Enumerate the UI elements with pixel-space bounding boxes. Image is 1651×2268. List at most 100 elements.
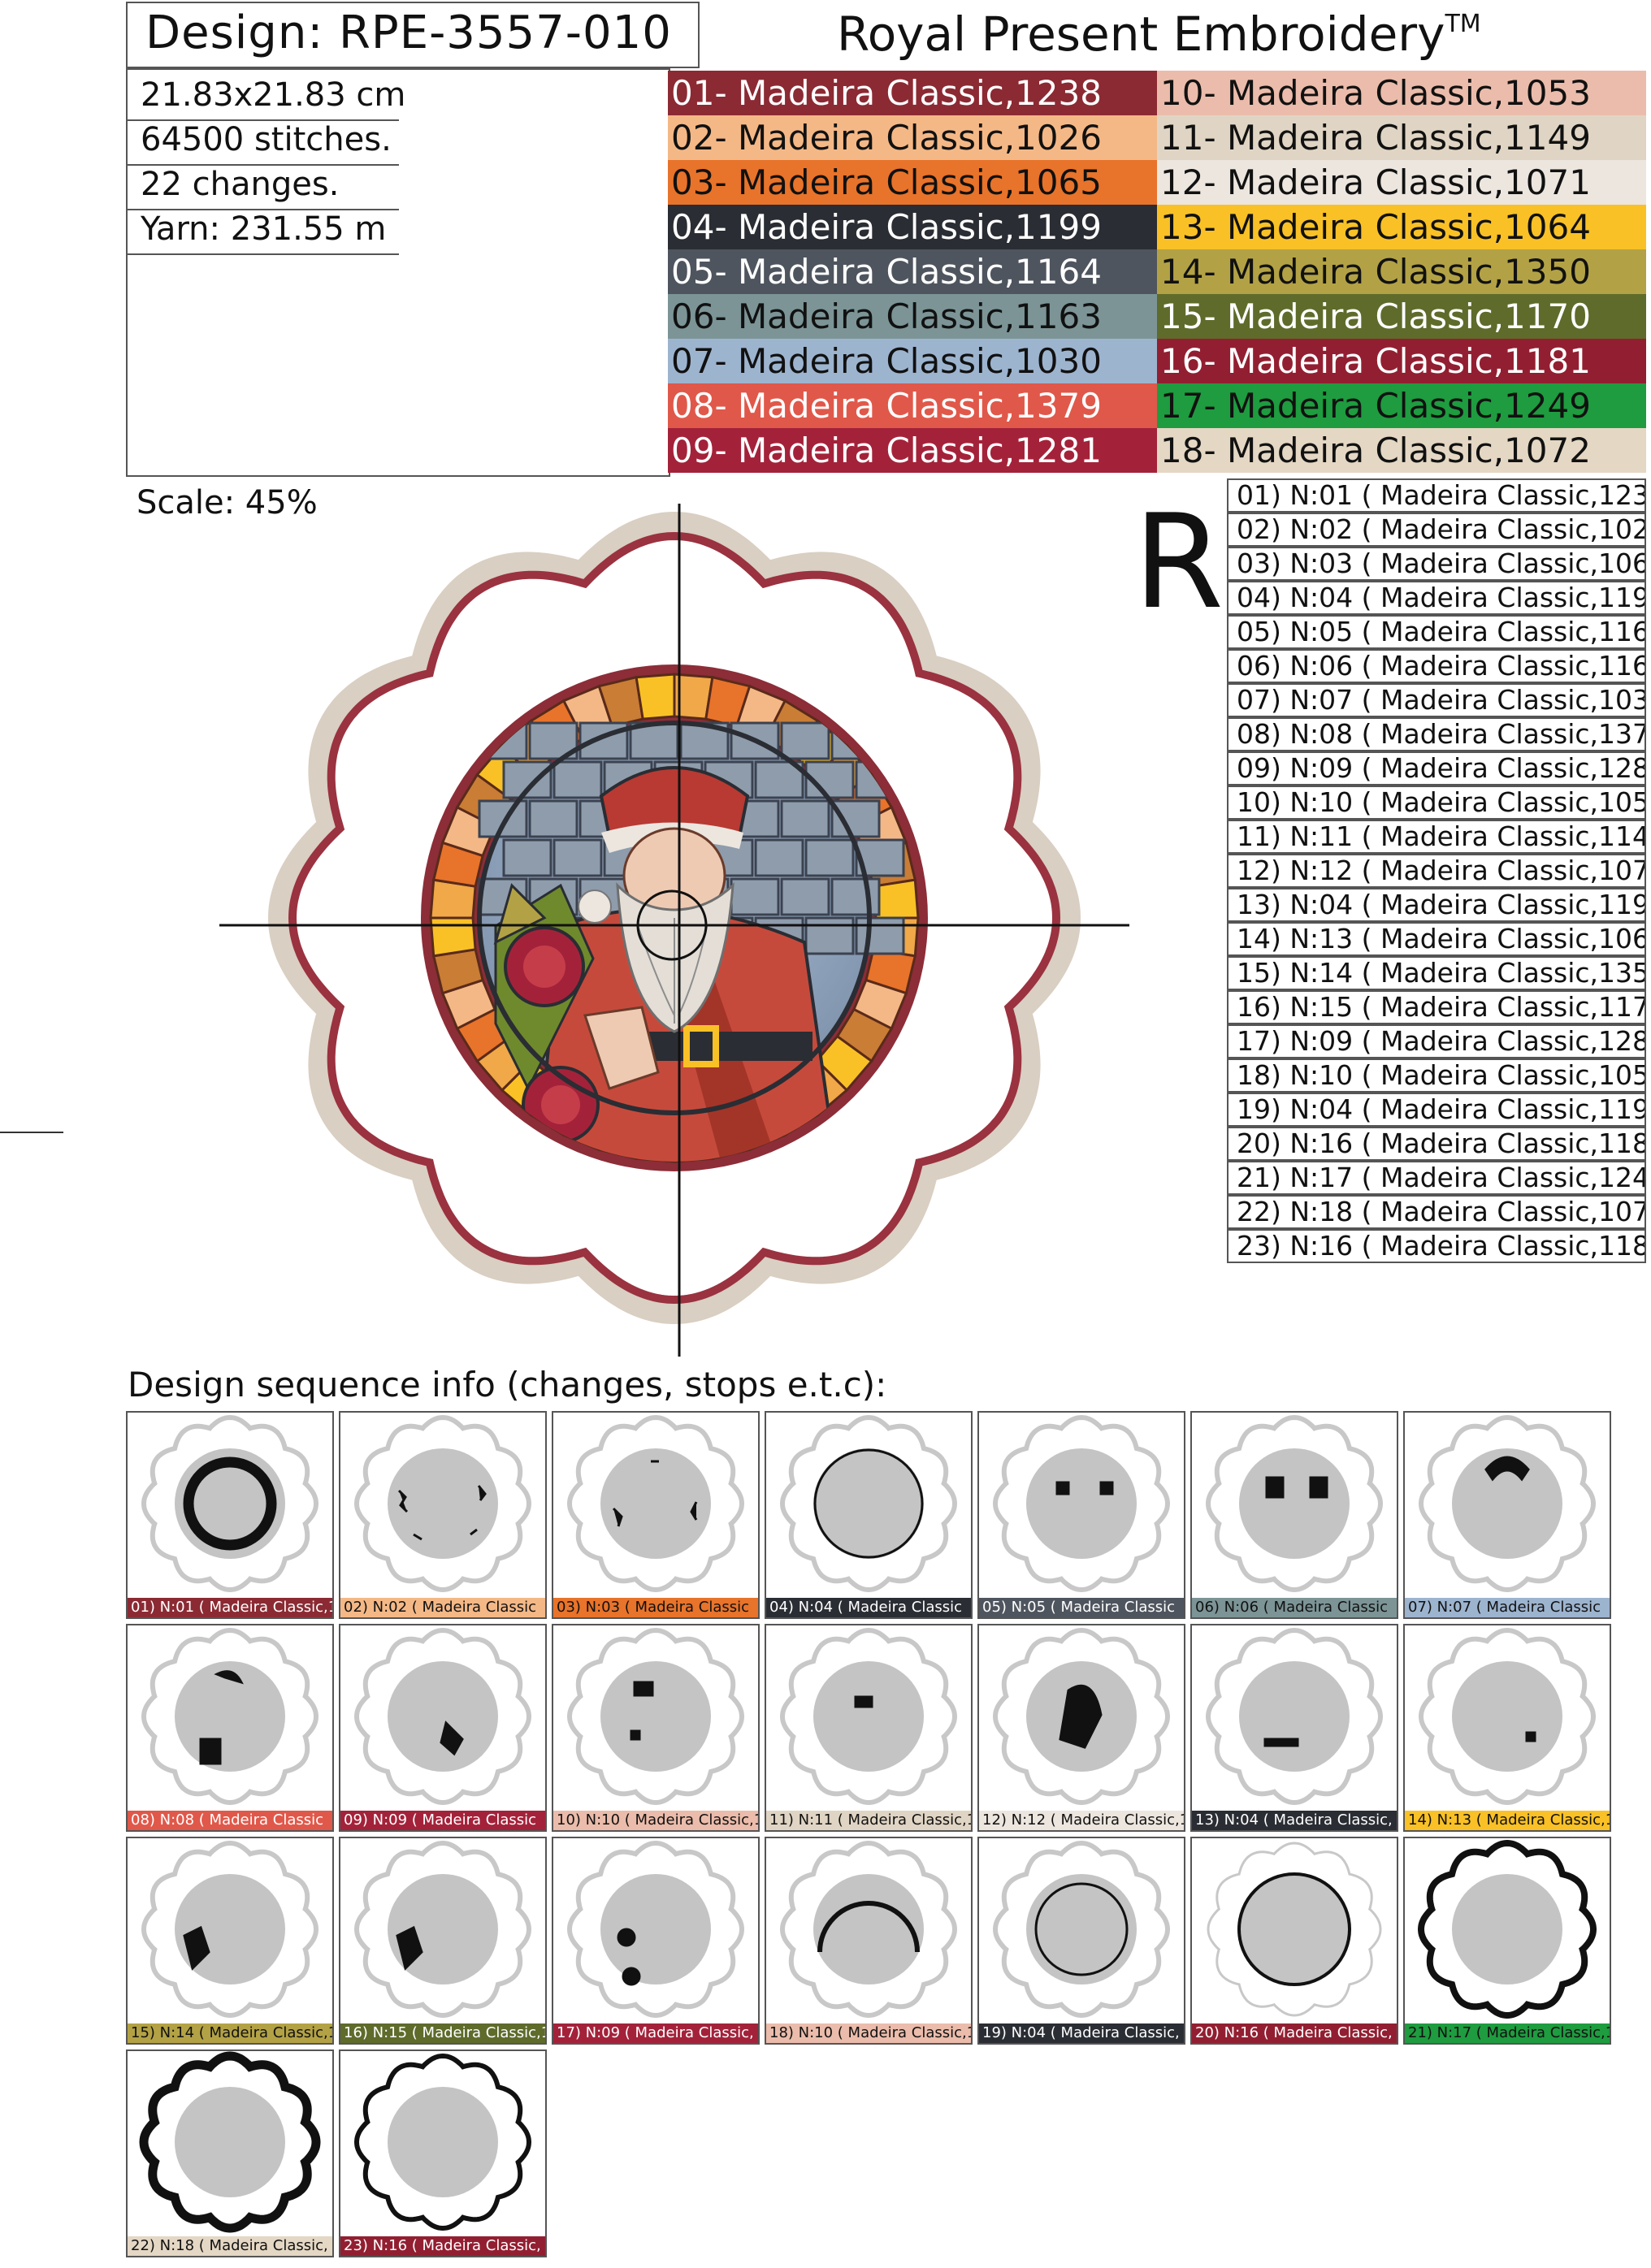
embroidery-step-thumbnail-icon <box>353 2053 532 2231</box>
sequence-row: 01) N:01 ( Madeira Classic,1238) <box>1227 478 1646 513</box>
change-count: 22 changes. <box>141 166 340 203</box>
embroidery-step-thumbnail-icon <box>1205 1627 1384 1806</box>
embroidery-step-thumbnail-icon <box>779 1414 958 1593</box>
stone-block <box>780 799 830 838</box>
color-swatch: 15- Madeira Classic,1170 <box>1157 294 1646 339</box>
thumbnail-label: 14) N:13 ( Madeira Classic,1 <box>1405 1811 1610 1830</box>
thumbnail-label: 20) N:16 ( Madeira Classic, <box>1192 2023 1397 2043</box>
mosaic-tile <box>429 916 477 958</box>
step-thumbnail: 01) N:01 ( Madeira Classic,1 <box>126 1411 334 1619</box>
thumbnail-label: 22) N:18 ( Madeira Classic, <box>128 2236 332 2256</box>
sequence-row: 22) N:18 ( Madeira Classic,1072) <box>1227 1195 1646 1229</box>
sequence-row: 07) N:07 ( Madeira Classic,1030) <box>1227 683 1646 717</box>
stone-block <box>855 916 905 955</box>
stone-block <box>830 877 881 916</box>
embroidery-step-thumbnail-icon <box>141 1414 319 1593</box>
embroidery-step-thumbnail-icon <box>1417 1839 1597 2019</box>
color-swatch: 16- Madeira Classic,1181 <box>1157 339 1646 383</box>
color-swatch: 09- Madeira Classic,1281 <box>668 428 1157 473</box>
step-thumbnail: 07) N:07 ( Madeira Classic <box>1403 1411 1611 1619</box>
color-swatch: 04- Madeira Classic,1199 <box>668 205 1157 249</box>
thumbnail-label: 13) N:04 ( Madeira Classic, <box>1192 1811 1397 1830</box>
santa-stained-glass-embroidery-image <box>219 504 1129 1357</box>
embroidery-step-thumbnail-icon <box>353 1840 532 2019</box>
color-legend: 01- Madeira Classic,1238 02- Madeira Clas… <box>668 71 1646 474</box>
color-swatch: 17- Madeira Classic,1249 <box>1157 383 1646 428</box>
color-swatch: 14- Madeira Classic,1350 <box>1157 249 1646 294</box>
embroidery-step-thumbnail-icon <box>1418 1627 1597 1806</box>
sequence-row: 20) N:16 ( Madeira Classic,1181) <box>1227 1127 1646 1161</box>
stone-block <box>780 877 830 916</box>
embroidery-step-thumbnail-icon <box>779 1627 958 1806</box>
color-swatch: 01- Madeira Classic,1238 <box>668 71 1157 115</box>
color-swatch: 12- Madeira Classic,1071 <box>1157 160 1646 205</box>
sequence-row: 15) N:14 ( Madeira Classic,1350) <box>1227 956 1646 990</box>
embroidery-step-thumbnail-icon <box>1207 1842 1382 2017</box>
sequence-row: 10) N:10 ( Madeira Classic,1053) <box>1227 786 1646 820</box>
thumbnail-label: 16) N:15 ( Madeira Classic,1 <box>340 2023 545 2043</box>
sequence-row: 19) N:04 ( Madeira Classic,1199) <box>1227 1093 1646 1127</box>
thumbnail-label: 21) N:17 ( Madeira Classic,1 <box>1405 2023 1610 2043</box>
step-thumbnail: 17) N:09 ( Madeira Classic, <box>552 1837 760 2045</box>
thumbnail-label: 05) N:05 ( Madeira Classic <box>979 1598 1184 1617</box>
step-thumbnail: 06) N:06 ( Madeira Classic <box>1190 1411 1398 1619</box>
thumbnail-label: 02) N:02 ( Madeira Classic <box>340 1598 545 1617</box>
divider <box>128 209 399 210</box>
thumbnail-label: 10) N:10 ( Madeira Classic,1 <box>553 1811 758 1830</box>
mosaic-tile <box>635 673 676 721</box>
color-swatch: 02- Madeira Classic,1026 <box>668 115 1157 160</box>
trademark-mark: TM <box>1445 10 1481 38</box>
color-swatch: 08- Madeira Classic,1379 <box>668 383 1157 428</box>
embroidery-step-thumbnail-icon <box>992 1414 1171 1593</box>
sequence-row: 08) N:08 ( Madeira Classic,1379) <box>1227 717 1646 751</box>
step-thumbnail: 02) N:02 ( Madeira Classic <box>339 1411 547 1619</box>
embroidery-step-thumbnail-icon <box>779 1840 958 2019</box>
stone-block <box>730 877 780 916</box>
thumbnail-label: 18) N:10 ( Madeira Classic,1 <box>766 2023 971 2043</box>
sequence-row: 02) N:02 ( Madeira Classic,1026) <box>1227 513 1646 547</box>
embroidery-step-thumbnail-icon <box>992 1627 1171 1806</box>
step-thumbnail: 04) N:04 ( Madeira Classic <box>765 1411 973 1619</box>
stone-block <box>552 760 603 799</box>
stone-block <box>830 799 881 838</box>
embroidery-step-thumbnail-icon <box>141 1840 319 2019</box>
sequence-row: 14) N:13 ( Madeira Classic,1064) <box>1227 922 1646 956</box>
sequence-row: 05) N:05 ( Madeira Classic,1164) <box>1227 615 1646 649</box>
flowers <box>493 883 660 1144</box>
thumbnail-label: 19) N:04 ( Madeira Classic, <box>979 2023 1184 2043</box>
thumbnail-label: 15) N:14 ( Madeira Classic,1 <box>128 2023 332 2043</box>
scalloped-outer-border <box>267 511 1081 1325</box>
thumbnail-label: 04) N:04 ( Madeira Classic <box>766 1598 971 1617</box>
step-thumbnail: 20) N:16 ( Madeira Classic, <box>1190 1837 1398 2045</box>
color-swatch: 06- Madeira Classic,1163 <box>668 294 1157 339</box>
sequence-row: 17) N:09 ( Madeira Classic,1281) <box>1227 1024 1646 1058</box>
stone-block <box>780 721 830 760</box>
sequence-row: 12) N:12 ( Madeira Classic,1071) <box>1227 854 1646 888</box>
thumbnail-label: 01) N:01 ( Madeira Classic,1 <box>128 1598 332 1617</box>
step-thumbnail: 14) N:13 ( Madeira Classic,1 <box>1403 1624 1611 1832</box>
color-swatch: 07- Madeira Classic,1030 <box>668 339 1157 383</box>
step-thumbnail: 21) N:17 ( Madeira Classic,1 <box>1403 1837 1611 2045</box>
step-thumbnail: 09) N:09 ( Madeira Classic <box>339 1624 547 1832</box>
stone-block <box>804 838 855 877</box>
color-swatch: 13- Madeira Classic,1064 <box>1157 205 1646 249</box>
design-size: 21.83x21.83 cm <box>141 76 406 114</box>
color-swatch: 11- Madeira Classic,1149 <box>1157 115 1646 160</box>
thumbnail-label: 11) N:11 ( Madeira Classic,11 <box>766 1811 971 1830</box>
thumbnail-label: 12) N:12 ( Madeira Classic,1 <box>979 1811 1184 1830</box>
embroidery-step-thumbnail-icon <box>353 1627 532 1806</box>
sequence-heading: Design sequence info (changes, stops e.t… <box>128 1365 887 1405</box>
stitch-count: 64500 stitches. <box>141 121 392 158</box>
step-thumbnail: 12) N:12 ( Madeira Classic,1 <box>977 1624 1185 1832</box>
stone-block <box>629 721 679 760</box>
sequence-row: 16) N:15 ( Madeira Classic,1170) <box>1227 990 1646 1024</box>
stone-block <box>528 799 578 838</box>
design-info-box: 21.83x21.83 cm 64500 stitches. 22 change… <box>126 68 670 477</box>
step-thumbnail: 08) N:08 ( Madeira Classic <box>126 1624 334 1832</box>
brand-name: Royal Present Embroidery <box>837 6 1445 62</box>
step-thumbnail: 16) N:15 ( Madeira Classic,1 <box>339 1837 547 2045</box>
step-thumbnail: 22) N:18 ( Madeira Classic, <box>126 2049 334 2257</box>
thumbnail-label: 09) N:09 ( Madeira Classic <box>340 1811 545 1830</box>
stone-block <box>502 838 552 877</box>
sequence-row: 09) N:09 ( Madeira Classic,1281) <box>1227 751 1646 786</box>
